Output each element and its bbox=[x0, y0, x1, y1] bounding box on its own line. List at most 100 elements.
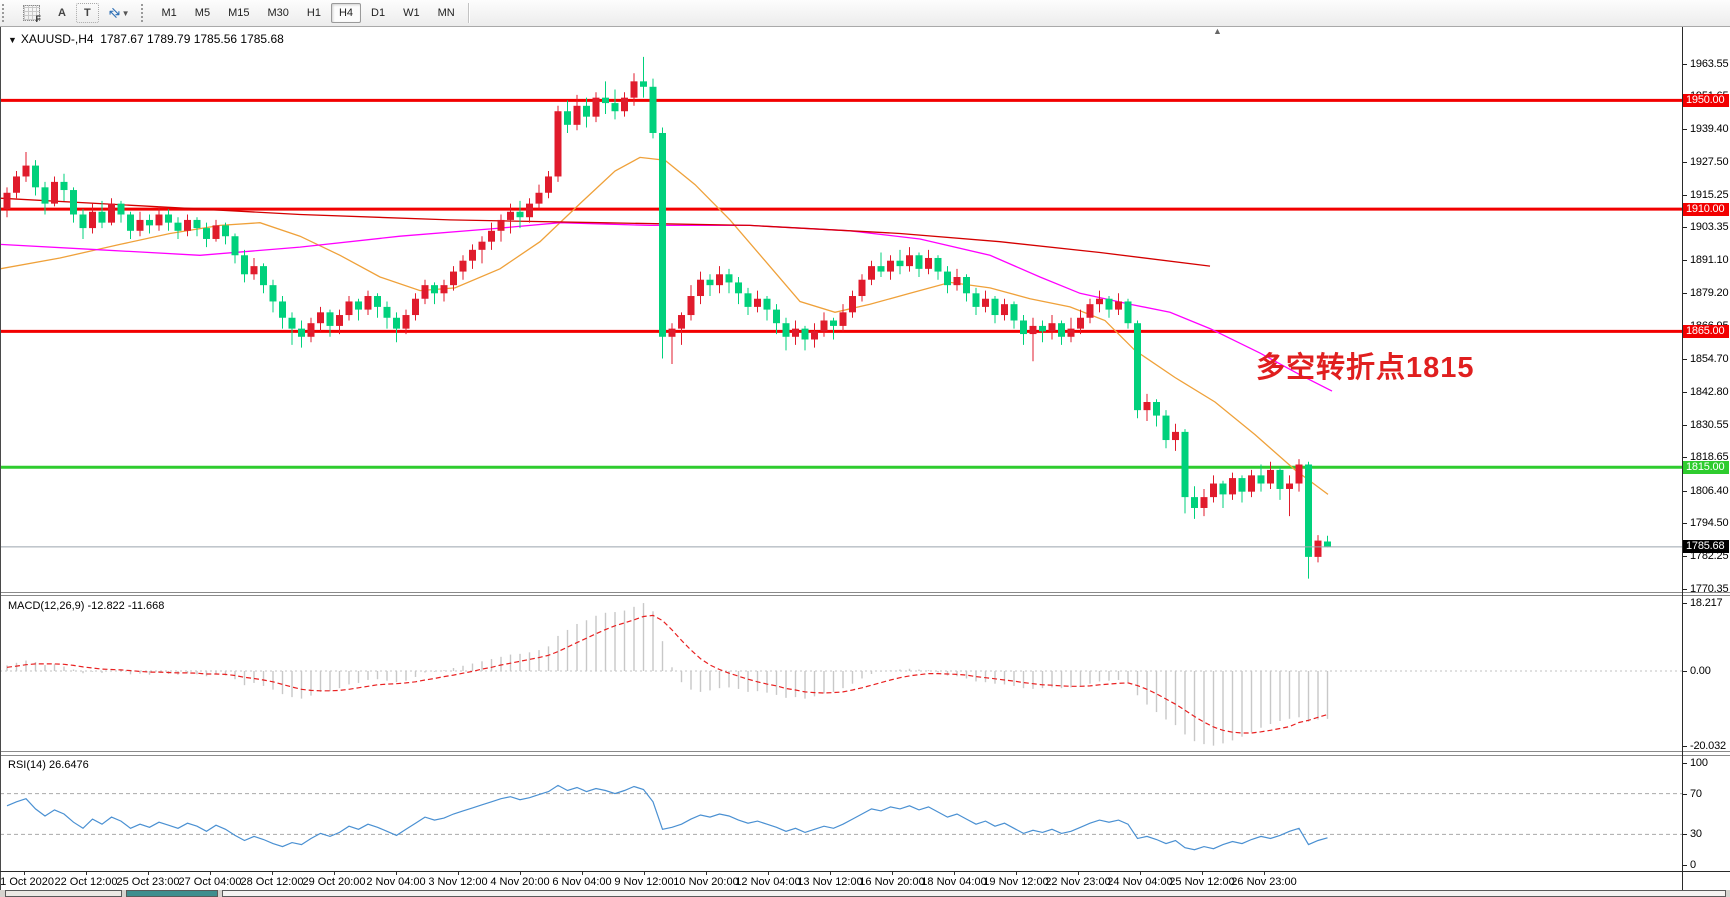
macd-signal-line bbox=[6, 614, 1328, 734]
pane-separator[interactable] bbox=[0, 592, 1730, 596]
price-tick-label-tick bbox=[1683, 292, 1687, 294]
date-label: 21 Oct 2020 bbox=[0, 876, 54, 888]
date-tick bbox=[1202, 872, 1203, 875]
collapse-triangle-icon[interactable]: ▼ bbox=[8, 35, 17, 45]
timeframe-button-m5[interactable]: M5 bbox=[194, 7, 211, 19]
date-label: 12 Nov 04:00 bbox=[735, 876, 801, 888]
chart-shift-marker-icon[interactable]: ▲ bbox=[1213, 26, 1222, 36]
rsi-tick-label-tick bbox=[1683, 763, 1687, 764]
chart-annotation-text: 多空转折点1815 bbox=[1256, 352, 1475, 384]
date-tick bbox=[458, 872, 459, 875]
date-tick bbox=[644, 872, 645, 875]
date-label: 28 Oct 12:00 bbox=[240, 876, 304, 888]
date-tick bbox=[1078, 872, 1079, 875]
date-label: 25 Nov 12:00 bbox=[1169, 876, 1235, 888]
price-tick-label-tick bbox=[1683, 227, 1687, 229]
price-tick-label: 1903.35 bbox=[1690, 221, 1729, 234]
date-tick bbox=[396, 872, 397, 875]
price-tick-label: 1806.40 bbox=[1690, 484, 1729, 497]
date-tick bbox=[892, 872, 893, 875]
macd-tick-label-tick bbox=[1683, 603, 1687, 604]
date-label: 3 Nov 12:00 bbox=[428, 876, 488, 888]
level-price-badge: 1910.00 bbox=[1683, 202, 1729, 216]
price-tick-label: 1854.70 bbox=[1690, 353, 1729, 366]
macd-tick-label-tick bbox=[1683, 745, 1687, 747]
price-tick-label: 1939.40 bbox=[1690, 123, 1729, 136]
date-label: 2 Nov 04:00 bbox=[366, 876, 426, 888]
timeframe-button-h1[interactable]: H1 bbox=[306, 7, 321, 19]
macd-indicator-pane[interactable] bbox=[0, 596, 1683, 751]
candlestick-chart-canvas bbox=[0, 56, 1682, 579]
macd-label: MACD(12,26,9) -12.822 -11.668 bbox=[8, 600, 165, 612]
price-tick-label: 1963.55 bbox=[1690, 57, 1729, 70]
rsi-indicator-pane[interactable] bbox=[0, 756, 1683, 871]
timeframe-button-m1[interactable]: M1 bbox=[161, 7, 177, 19]
timeframe-button-group: M1 M5 M15 M30 H1 H4 D1 W1 MN bbox=[153, 3, 464, 23]
price-tick-label-tick bbox=[1683, 359, 1687, 361]
date-label: 6 Nov 04:00 bbox=[552, 876, 612, 888]
chart-left-border bbox=[0, 27, 1, 890]
pane-separator-2[interactable] bbox=[0, 751, 1730, 756]
taskbar-segment[interactable] bbox=[5, 890, 122, 897]
chart-title: ▼ XAUUSD-,H4 1787.67 1789.79 1785.56 1785… bbox=[8, 32, 284, 46]
timeframe-button-mn[interactable]: MN bbox=[437, 7, 455, 19]
toolbar-grip-2[interactable] bbox=[140, 4, 149, 22]
macd-tick-label-tick bbox=[1683, 671, 1687, 672]
top-toolbar: F A T ⇄ ▼ M1 M5 M15 M30 H1 H4 D1 W1 MN bbox=[0, 0, 1730, 27]
price-tick-label: 1830.55 bbox=[1690, 418, 1729, 431]
date-tick bbox=[1264, 872, 1265, 875]
arrows-tool-button[interactable]: ⇄ ▼ bbox=[101, 3, 138, 23]
taskbar-segment[interactable] bbox=[126, 890, 218, 897]
price-tick-label-tick bbox=[1683, 588, 1687, 590]
price-tick-label: 1842.80 bbox=[1690, 385, 1729, 398]
timeframe-button-m30[interactable]: M30 bbox=[267, 7, 289, 19]
date-label: 4 Nov 20:00 bbox=[490, 876, 550, 888]
price-tick-label-tick bbox=[1683, 129, 1687, 131]
price-tick-label-tick bbox=[1683, 424, 1687, 426]
price-tick-label-tick bbox=[1683, 522, 1687, 524]
current-price-badge: 1785.68 bbox=[1683, 540, 1729, 554]
timeframe-button-d1[interactable]: D1 bbox=[371, 7, 386, 19]
font-button[interactable]: A bbox=[50, 3, 74, 23]
price-tick-label-tick bbox=[1683, 260, 1687, 262]
timeframe-button-m15[interactable]: M15 bbox=[228, 7, 250, 19]
date-axis[interactable]: 21 Oct 2020 22 Oct 12:00 25 Oct 23:00 27 Oc… bbox=[0, 871, 1730, 890]
timeframe-button-h4[interactable]: H4 bbox=[330, 3, 362, 23]
price-tick-label: 1915.25 bbox=[1690, 188, 1729, 201]
price-tick-label: 1770.35 bbox=[1690, 582, 1729, 595]
timeframe-button-w1[interactable]: W1 bbox=[403, 7, 420, 19]
level-price-badge: 1815.00 bbox=[1683, 460, 1729, 474]
grid-f-icon: F bbox=[23, 5, 41, 24]
rsi-label: RSI(14) 26.6476 bbox=[8, 759, 89, 771]
rsi-tick-label: 30 bbox=[1690, 828, 1702, 841]
date-tick bbox=[148, 872, 149, 875]
text-label-button[interactable]: T bbox=[75, 3, 99, 23]
candles-layer bbox=[3, 56, 1331, 579]
price-axis[interactable]: 1963.551951.651939.401927.501915.251903.… bbox=[1683, 27, 1730, 890]
ma-mid-magenta bbox=[0, 222, 1333, 392]
macd-tick-label: 18.217 bbox=[1690, 597, 1723, 609]
date-label: 22 Nov 23:00 bbox=[1045, 876, 1111, 888]
crosshair-grid-button[interactable]: F bbox=[15, 3, 48, 24]
chevron-down-icon[interactable]: ▼ bbox=[121, 8, 130, 18]
taskbar-segment[interactable] bbox=[222, 890, 1726, 897]
price-tick-label: 1879.20 bbox=[1690, 286, 1729, 299]
rsi-tick-label-tick bbox=[1683, 865, 1687, 866]
ma-fast-orange bbox=[0, 156, 1329, 495]
rsi-line bbox=[6, 784, 1328, 851]
toolbar-grip[interactable] bbox=[2, 4, 10, 22]
price-tick-label: 1927.50 bbox=[1690, 155, 1729, 168]
price-tick-label: 1794.50 bbox=[1690, 516, 1729, 529]
date-tick bbox=[210, 872, 211, 875]
level-price-badge: 1865.00 bbox=[1683, 324, 1729, 338]
date-tick bbox=[768, 872, 769, 875]
date-tick bbox=[1140, 872, 1141, 875]
date-label: 27 Oct 04:00 bbox=[178, 876, 242, 888]
date-label: 26 Nov 23:00 bbox=[1231, 876, 1297, 888]
price-tick-label: 1818.65 bbox=[1690, 451, 1729, 464]
date-tick bbox=[830, 872, 831, 875]
main-chart-pane[interactable] bbox=[0, 27, 1683, 592]
chart-ohlc-values: 1787.67 1789.79 1785.56 1785.68 bbox=[100, 32, 284, 46]
ma-slow-red bbox=[0, 197, 1211, 267]
taskbar-strip bbox=[0, 890, 1730, 897]
